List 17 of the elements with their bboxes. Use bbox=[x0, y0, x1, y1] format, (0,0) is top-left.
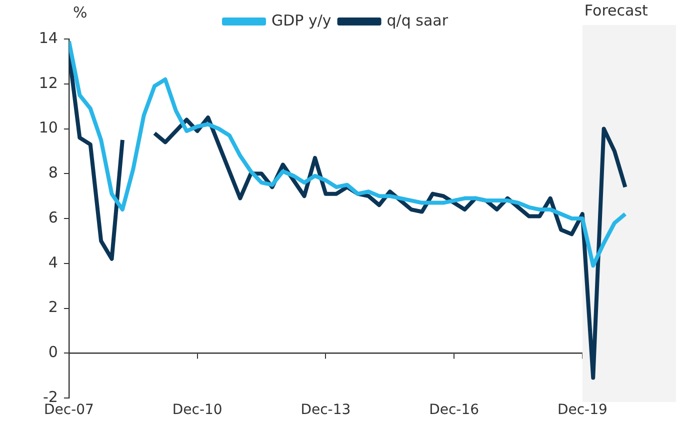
legend-label: GDP y/y bbox=[271, 11, 332, 30]
x-tick-label: Dec-10 bbox=[172, 402, 222, 418]
y-tick-label: 0 bbox=[48, 343, 58, 362]
y-tick-label: 2 bbox=[48, 298, 58, 316]
x-tick-label: Dec-13 bbox=[300, 402, 351, 418]
x-tick-label: Dec-07 bbox=[44, 402, 94, 418]
band-label: Forecast bbox=[584, 1, 648, 20]
legend-label: q/q saar bbox=[386, 11, 449, 30]
y-tick-label: 12 bbox=[38, 74, 58, 92]
x-tick-label: Dec-16 bbox=[429, 402, 480, 418]
y-axis-title: % bbox=[72, 3, 88, 22]
y-tick-label: 14 bbox=[38, 28, 58, 47]
y-tick-label: 6 bbox=[48, 208, 58, 226]
x-tick-label: Dec-19 bbox=[557, 402, 608, 418]
y-tick-label: 4 bbox=[48, 253, 58, 272]
y-tick-label: 8 bbox=[48, 164, 58, 182]
y-tick-label: 10 bbox=[38, 118, 58, 137]
